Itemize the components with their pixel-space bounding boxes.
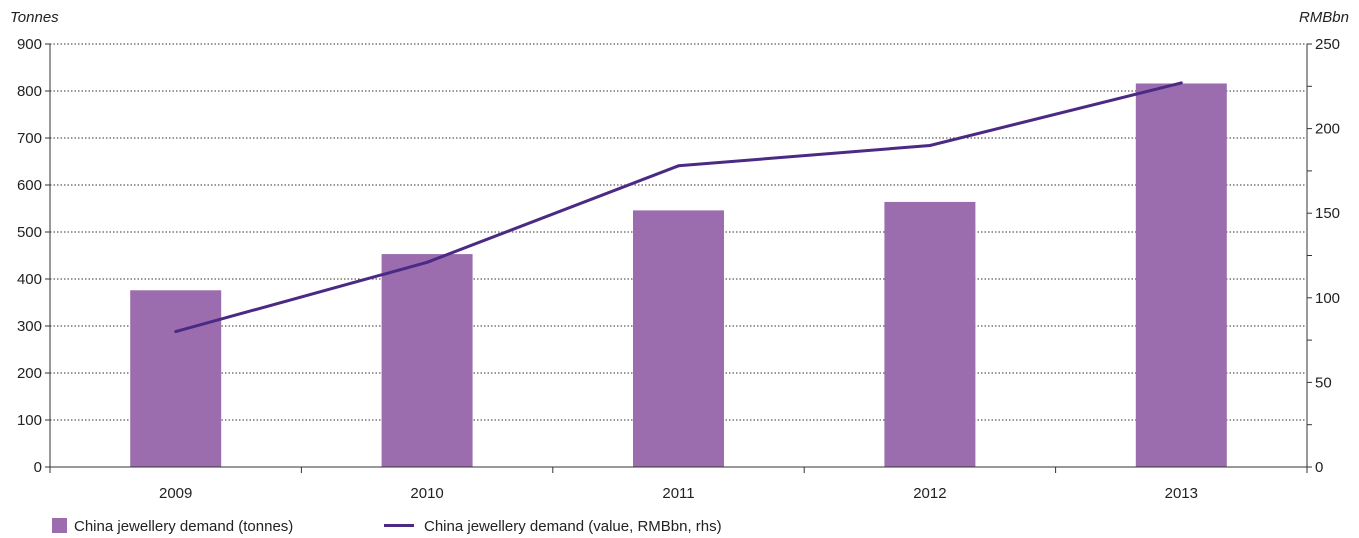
- x-tick-label: 2011: [662, 485, 694, 502]
- left-tick-label: 200: [17, 365, 42, 382]
- x-tick-label: 2010: [410, 485, 443, 502]
- gridlines: [50, 43, 1307, 421]
- legend: China jewellery demand (tonnes) China jew…: [52, 518, 722, 535]
- right-axis-title: RMBbn: [1299, 9, 1349, 26]
- line-point: [174, 330, 178, 334]
- legend-swatch-bar: [52, 518, 67, 533]
- bar: [381, 254, 473, 467]
- right-tick-label: 200: [1315, 121, 1340, 138]
- left-tick-label: 800: [17, 83, 42, 100]
- left-tick-label: 900: [17, 36, 42, 53]
- line-point: [1179, 81, 1183, 85]
- left-tick-label: 100: [17, 412, 42, 429]
- right-tick-label: 250: [1315, 36, 1340, 53]
- left-tick-label: 400: [17, 271, 42, 288]
- left-tick-label: 0: [34, 459, 42, 476]
- x-tick-label: 2012: [913, 485, 946, 502]
- axes: 0 100 200 300 400 500 600 700 800 900 0 50 100 150 200…: [17, 36, 1340, 502]
- legend-label-line: China jewellery demand (value, RMBbn, rh…: [424, 518, 722, 535]
- x-tick-label: 2013: [1165, 485, 1198, 502]
- line-series: [174, 81, 1183, 334]
- bar: [633, 210, 724, 467]
- bar: [884, 201, 976, 468]
- left-tick-label: 500: [17, 224, 42, 241]
- line-point: [425, 260, 429, 264]
- left-tick-label: 300: [17, 318, 42, 335]
- right-tick-label: 100: [1315, 290, 1340, 307]
- legend-label-bar: China jewellery demand (tonnes): [74, 518, 293, 535]
- right-tick-label: 150: [1315, 205, 1340, 222]
- line-point: [928, 144, 932, 148]
- right-tick-label: 50: [1315, 374, 1332, 391]
- left-tick-label: 600: [17, 177, 42, 194]
- bar: [130, 290, 222, 467]
- bar-series: [130, 83, 1227, 468]
- right-tick-label: 0: [1315, 459, 1323, 476]
- x-tick-label: 2009: [159, 485, 192, 502]
- left-tick-label: 700: [17, 130, 42, 147]
- left-axis-title: Tonnes: [10, 9, 59, 26]
- line-point: [677, 164, 680, 168]
- bar: [1135, 83, 1227, 467]
